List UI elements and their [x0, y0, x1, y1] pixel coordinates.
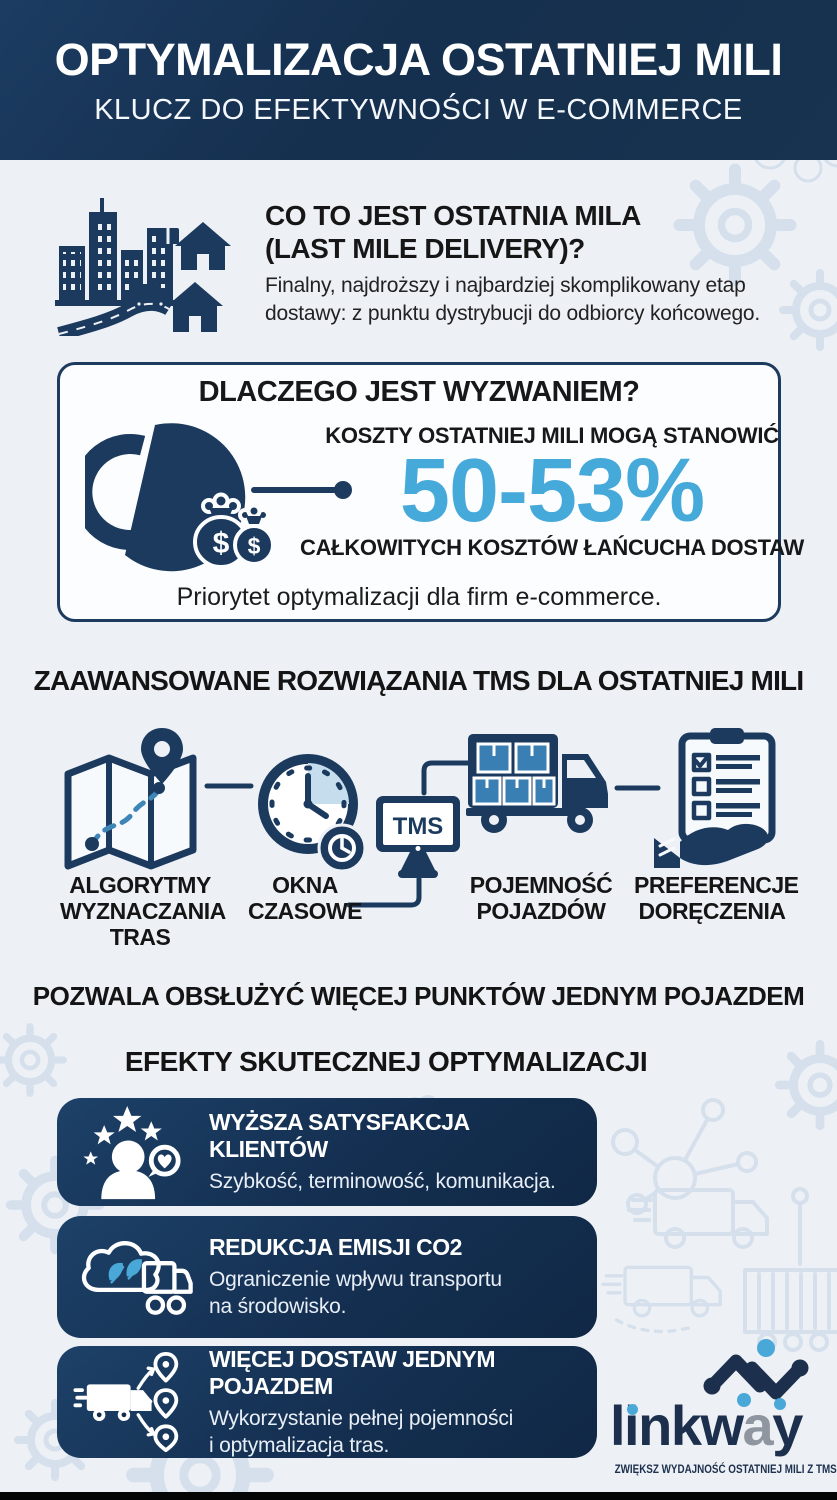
tms-monitor-label: TMS: [393, 813, 444, 840]
feature-label-time-windows: OKNA CZASOWE: [247, 872, 363, 924]
challenge-note: Priorytet optymalizacji dla firm e-comme…: [176, 583, 662, 611]
effect-heading: WYŻSZA SATYSFAKCJA KLIENTÓW: [209, 1109, 469, 1162]
effect-description: Ograniczenie wpływu transportu na środow…: [209, 1268, 502, 1318]
page-title: OPTYMALIZACJA OSTATNIEJ MILI: [54, 33, 783, 85]
intro-section: CO TO JEST OSTATNIA MILA (LAST MILE DELI…: [265, 199, 830, 328]
pie-chart-money-icon: $ $: [85, 423, 275, 572]
truck-decoration: [627, 1188, 769, 1249]
tms-monitor-icon: TMS: [376, 796, 460, 878]
truck-capacity-icon: [466, 734, 608, 833]
svg-text:$: $: [248, 533, 261, 559]
effect-heading: WIĘCEJ DOSTAW JEDNYM POJAZDEM: [209, 1345, 496, 1399]
intro-heading: CO TO JEST OSTATNIA MILA (LAST MILE DELI…: [265, 200, 641, 264]
page-subtitle: KLUCZ DO EFEKTYWNOŚCI W E-COMMERCE: [94, 93, 743, 126]
customer-satisfaction-icon: [57, 1103, 209, 1201]
effect-card-more-deliveries: WIĘCEJ DOSTAW JEDNYM POJAZDEM Wykorzysta…: [57, 1346, 597, 1458]
effect-card-satisfaction: WYŻSZA SATYSFAKCJA KLIENTÓW Szybkość, te…: [57, 1098, 597, 1206]
more-deliveries-icon: [57, 1352, 209, 1452]
effect-heading: REDUKCJA EMISJI CO2: [209, 1234, 462, 1260]
brand-wordmark: linkway: [610, 1398, 803, 1454]
delivery-preferences-icon: [654, 728, 776, 868]
effect-description: Szybkość, terminowość, komunikacja.: [209, 1170, 556, 1193]
linkway-logo-icon: [703, 1339, 809, 1410]
tms-benefit-line: POZWALA OBSŁUŻYĆ WIĘCEJ PUNKTÓW JEDNYM P…: [32, 981, 805, 1011]
tms-section-title: ZAAWANSOWANE ROZWIĄZANIA TMS DLA OSTATNI…: [33, 665, 804, 696]
feature-label-delivery-preferences: PREFERENCJE DORĘCZENIA: [634, 872, 799, 924]
effect-card-text: WYŻSZA SATYSFAKCJA KLIENTÓW Szybkość, te…: [209, 1109, 597, 1195]
co2-reduction-icon: [57, 1227, 209, 1327]
challenge-stat: KOSZTY OSTATNIEJ MILI MOGĄ STANOWIĆ 50-5…: [300, 365, 804, 619]
stat-connector-line: [251, 487, 341, 493]
route-map-icon: [64, 728, 197, 870]
challenge-title: DLACZEGO JEST WYZWANIEM?: [198, 376, 640, 408]
brand-i-dot: [627, 1404, 638, 1415]
money-bag-icon: $: [233, 503, 275, 566]
effects-section-title: EFEKTY SKUTECZNEJ OPTYMALIZACJI: [124, 1046, 648, 1077]
city-delivery-icon: [55, 198, 231, 336]
brand-part: a: [742, 1394, 774, 1457]
effect-card-co2: REDUKCJA EMISJI CO2 Ograniczenie wpływu …: [57, 1216, 597, 1338]
svg-text:$: $: [213, 527, 230, 560]
effect-card-text: WIĘCEJ DOSTAW JEDNYM POJAZDEM Wykorzysta…: [209, 1346, 597, 1459]
stat-caption: CAŁKOWITYCH KOSZTÓW ŁAŃCUCHA DOSTAW: [300, 535, 804, 560]
feature-label-vehicle-capacity: POJEMNOŚĆ POJAZDÓW: [469, 872, 613, 924]
stat-intro: KOSZTY OSTATNIEJ MILI MOGĄ STANOWIĆ: [325, 423, 779, 448]
header-banner: OPTYMALIZACJA OSTATNIEJ MILI KLUCZ DO EF…: [0, 0, 837, 160]
brand-part: y: [772, 1394, 803, 1457]
intro-description: Finalny, najdroższy i najbardziej skompl…: [265, 274, 761, 325]
effect-description: Wykorzystanie pełnej pojemności i optyma…: [209, 1406, 514, 1457]
bottom-bar: [0, 1492, 837, 1500]
time-windows-clock-icon: [258, 754, 367, 873]
brand-tagline: ZWIĘKSZ WYDAJNOŚĆ OSTATNIEJ MILI Z TMS: [614, 1462, 837, 1476]
challenge-card: DLACZEGO JEST WYZWANIEM? $ $: [57, 362, 804, 622]
truck-decoration: [601, 1265, 722, 1334]
stat-connector-dot: [334, 481, 352, 499]
stat-value: 50-53%: [399, 441, 705, 541]
feature-label-route-algorithms: ALGORYTMY WYZNACZANIA TRAS: [60, 872, 226, 950]
effect-card-text: REDUKCJA EMISJI CO2 Ograniczenie wpływu …: [209, 1234, 597, 1320]
